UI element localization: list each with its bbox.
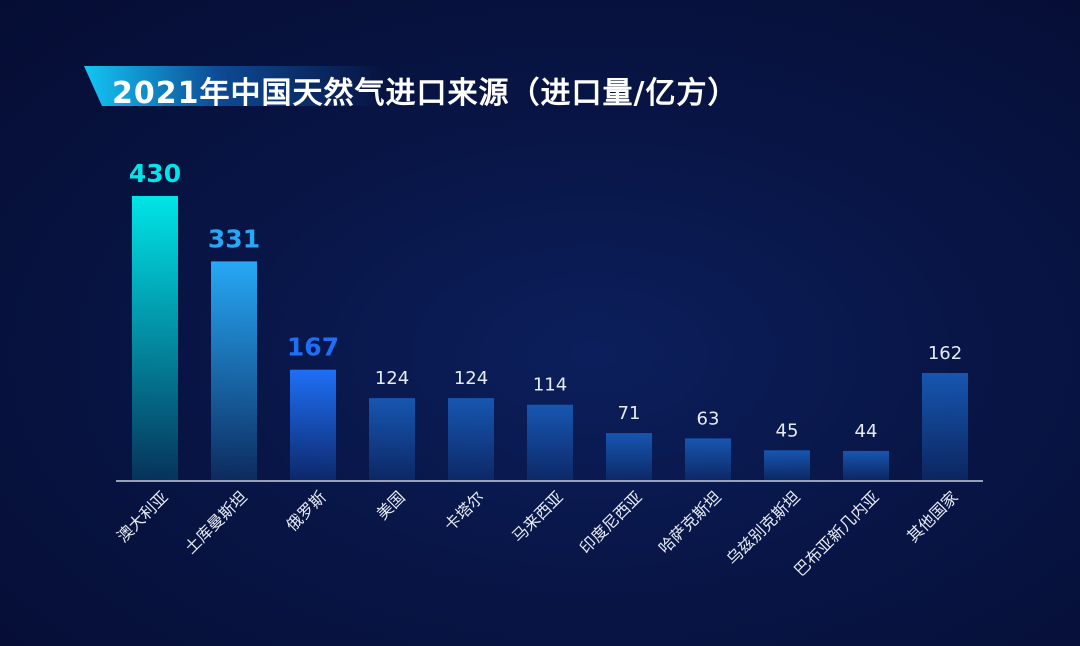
bar-9 [764, 450, 810, 480]
bar-11 [922, 373, 968, 480]
value-label-6: 114 [533, 375, 567, 396]
category-label-5: 卡塔尔 [440, 487, 487, 534]
category-label-1: 澳大利亚 [113, 487, 172, 546]
title-accent-bar [84, 66, 384, 106]
value-label-10: 44 [855, 421, 878, 442]
category-label-4: 美国 [373, 487, 409, 523]
bar-1 [132, 196, 178, 480]
bar-4 [369, 398, 415, 480]
value-label-2: 331 [208, 224, 260, 253]
value-label-3: 167 [287, 333, 339, 362]
value-label-4: 124 [375, 368, 409, 389]
bar-2 [211, 261, 257, 480]
value-label-5: 124 [454, 368, 488, 389]
category-label-3: 俄罗斯 [282, 487, 329, 534]
value-label-7: 71 [618, 403, 641, 424]
value-label-1: 430 [129, 159, 181, 188]
value-label-11: 162 [928, 343, 962, 364]
category-label-10: 巴布亚新几内亚 [790, 487, 883, 580]
category-label-6: 马来西亚 [508, 487, 567, 546]
category-label-2: 土库曼斯坦 [181, 487, 251, 557]
bar-3 [290, 369, 336, 480]
bar-8 [685, 438, 731, 480]
value-label-9: 45 [776, 420, 799, 441]
category-label-11: 其他国家 [903, 487, 962, 546]
bar-10 [843, 450, 889, 480]
category-label-9: 乌兹别克斯坦 [723, 487, 804, 568]
category-label-7: 印度尼西亚 [576, 487, 646, 557]
bar-7 [606, 433, 652, 480]
category-label-8: 哈萨克斯坦 [655, 487, 725, 557]
bar-5 [448, 398, 494, 480]
bar-6 [527, 404, 573, 480]
chart-title: 2021年中国天然气进口来源（进口量/亿方） [112, 76, 739, 111]
chart-title-block: 2021年中国天然气进口来源（进口量/亿方） [84, 64, 784, 111]
value-label-8: 63 [697, 408, 720, 429]
